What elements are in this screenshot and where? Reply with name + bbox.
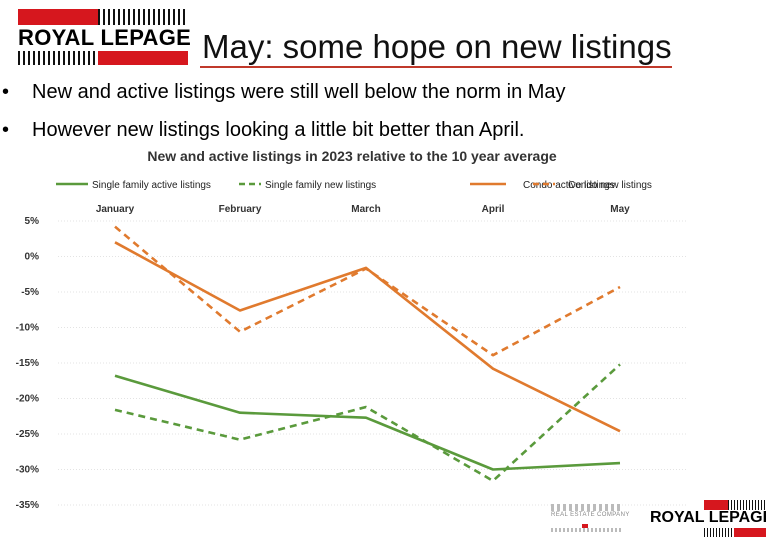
title-underline bbox=[200, 66, 672, 68]
legend-label: Single family new listings bbox=[265, 180, 376, 191]
data-point bbox=[239, 411, 242, 414]
maple-leaf-icon bbox=[582, 524, 588, 530]
y-tick-label: 5% bbox=[25, 216, 40, 227]
data-point bbox=[239, 330, 242, 333]
data-point bbox=[365, 406, 368, 409]
legend-label: Condo new listings bbox=[568, 180, 652, 191]
x-tick-label: March bbox=[351, 204, 380, 215]
y-tick-label: 0% bbox=[25, 252, 40, 263]
bullet-list: • New and active listings were still wel… bbox=[0, 78, 766, 146]
y-tick-label: -30% bbox=[16, 465, 39, 476]
data-point bbox=[114, 409, 117, 412]
series-line bbox=[114, 363, 621, 483]
chart-title: New and active listings in 2023 relative… bbox=[147, 148, 557, 164]
logo-wordmark: ROYAL LEPAGE bbox=[18, 25, 192, 50]
data-point bbox=[619, 462, 622, 465]
footer-logos: REAL ESTATE COMPANY ROYAL LEPAGE bbox=[548, 498, 766, 551]
bullet-text: New and active listings were still well … bbox=[32, 81, 566, 103]
y-tick-label: -35% bbox=[16, 500, 39, 511]
listings-line-chart: New and active listings in 2023 relative… bbox=[16, 148, 686, 511]
data-point bbox=[619, 430, 622, 433]
data-point bbox=[365, 416, 368, 419]
data-point bbox=[492, 468, 495, 471]
x-tick-label: May bbox=[610, 204, 630, 215]
bullet-glyph: • bbox=[2, 81, 10, 103]
y-tick-label: -25% bbox=[16, 429, 39, 440]
logo-top-bar bbox=[18, 9, 188, 25]
data-point bbox=[239, 309, 242, 312]
logo-bottom-bar bbox=[18, 51, 188, 65]
data-point bbox=[619, 286, 622, 289]
data-point bbox=[239, 438, 242, 441]
slide-title: May: some hope on new listings bbox=[202, 28, 672, 65]
royal-lepage-logo: ROYAL LEPAGE bbox=[18, 9, 192, 67]
agency-logo-mark bbox=[551, 504, 621, 511]
y-tick-label: -15% bbox=[16, 358, 39, 369]
footer-logo-top-bar bbox=[704, 500, 766, 510]
data-point bbox=[365, 267, 368, 270]
data-point bbox=[114, 374, 117, 377]
agency-logo-rule bbox=[551, 528, 621, 532]
footer-logo-wordmark: ROYAL LEPAGE bbox=[650, 509, 766, 526]
data-point bbox=[619, 363, 622, 366]
data-point bbox=[114, 225, 117, 228]
data-point bbox=[114, 241, 117, 244]
y-tick-label: -20% bbox=[16, 394, 39, 405]
legend-label: Condo active listings bbox=[523, 180, 615, 191]
bullet-item: • New and active listings were still wel… bbox=[0, 78, 766, 112]
footer-logo-bottom-bar bbox=[704, 528, 766, 537]
bullet-text: However new listings looking a little bi… bbox=[32, 119, 525, 141]
legend-label: Single family active listings bbox=[92, 180, 211, 191]
agency-tagline: REAL ESTATE COMPANY bbox=[551, 512, 630, 518]
data-point bbox=[492, 367, 495, 370]
data-point bbox=[492, 480, 495, 483]
x-tick-label: January bbox=[96, 204, 135, 215]
bullet-item: • However new listings looking a little … bbox=[0, 112, 766, 146]
y-tick-label: -10% bbox=[16, 323, 39, 334]
x-tick-label: April bbox=[482, 204, 505, 215]
x-tick-label: February bbox=[219, 204, 262, 215]
series-line bbox=[114, 374, 621, 471]
data-point bbox=[492, 354, 495, 357]
series-line bbox=[114, 225, 621, 357]
bullet-glyph: • bbox=[2, 119, 10, 141]
y-tick-label: -5% bbox=[21, 287, 39, 298]
